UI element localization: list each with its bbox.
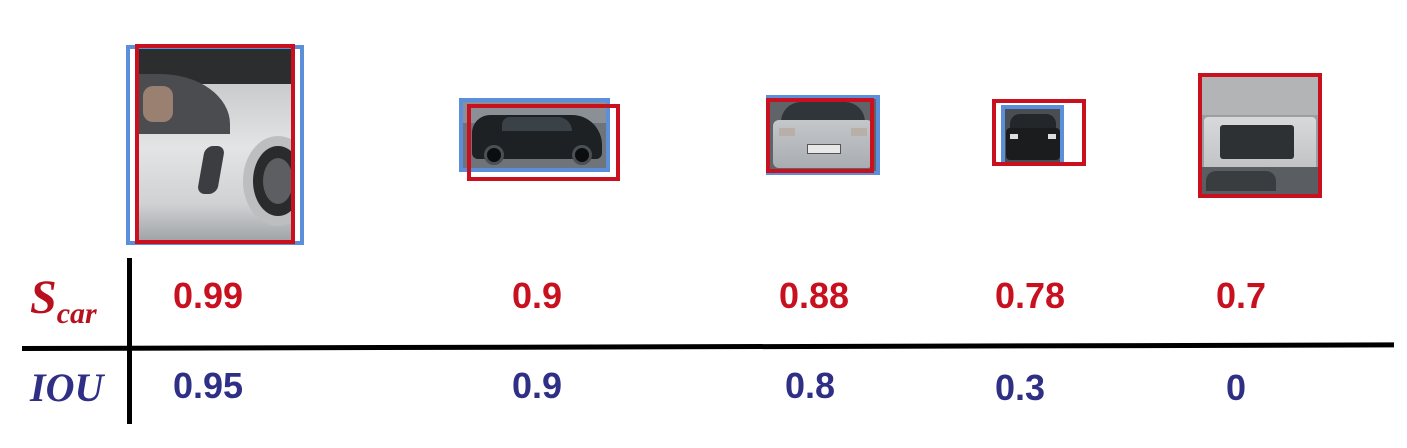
car-image-1 (135, 46, 295, 244)
score-value-1: 0.99 (173, 275, 244, 316)
car-image-2 (462, 101, 608, 171)
iou-value-3: 0.8 (785, 365, 836, 406)
score-value-2: 0.9 (512, 275, 563, 316)
iou-value-1: 0.95 (173, 365, 244, 406)
score-value-3: 0.88 (779, 275, 850, 316)
table-horizontal-divider (21, 342, 1395, 351)
score-row-label: Scar (30, 270, 97, 330)
predicted-box-2 (467, 104, 620, 181)
iou-row-label: IOU (30, 365, 104, 410)
predicted-box-3 (766, 98, 874, 173)
table-vertical-divider (127, 258, 132, 424)
iou-value-2: 0.9 (512, 365, 563, 406)
predicted-box-4 (992, 99, 1086, 166)
predicted-box-5 (1198, 73, 1322, 198)
iou-value-5: 0 (1226, 367, 1247, 408)
score-symbol: S (30, 271, 57, 324)
score-subscript: car (56, 297, 97, 330)
score-value-5: 0.7 (1216, 275, 1267, 316)
car-image-3 (769, 98, 877, 173)
score-value-4: 0.78 (995, 275, 1066, 316)
iou-value-4: 0.3 (995, 367, 1046, 408)
predicted-box-1 (135, 44, 295, 244)
car-image-4 (1004, 108, 1062, 164)
car-image-5 (1200, 75, 1320, 196)
ground-truth-box-2 (459, 98, 610, 172)
